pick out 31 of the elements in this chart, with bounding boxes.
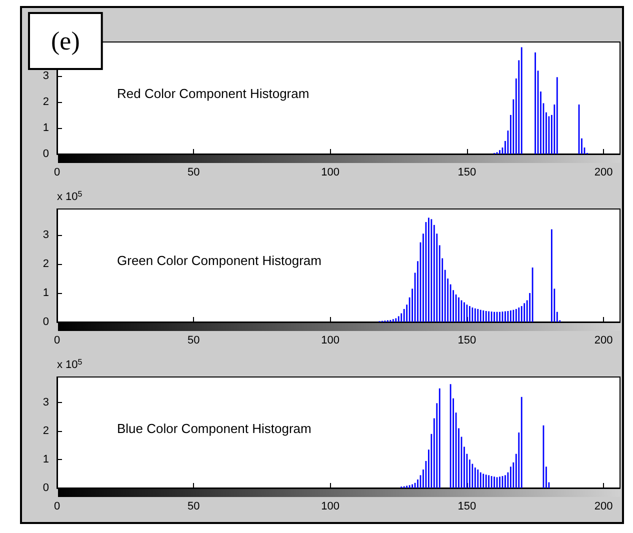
x-tick-label: 0 <box>54 166 60 178</box>
x-tick-label: 0 <box>54 500 60 512</box>
x-tick-label: 150 <box>458 500 476 512</box>
x-tick-label: 50 <box>188 166 200 178</box>
x-tick-label: 100 <box>321 334 340 346</box>
x-tick-label: 50 <box>188 334 200 346</box>
y-tick-label: 2 <box>42 425 49 438</box>
text: Blue Color Component Histogram <box>117 421 312 436</box>
y-tick-label: 1 <box>42 287 49 300</box>
y-tick-label: 3 <box>42 396 49 409</box>
x-tick-label: 200 <box>594 166 613 178</box>
y-tick-label: 3 <box>42 229 49 242</box>
y-tick-label: 2 <box>42 258 49 270</box>
y-tick-label: 3 <box>42 70 49 82</box>
x-tick-label: 200 <box>594 500 613 512</box>
x-tick-label: 150 <box>458 334 476 346</box>
y-tick-label: 0 <box>42 148 49 160</box>
x-tick-label: 100 <box>321 500 340 512</box>
y-tick-label: 0 <box>42 316 49 328</box>
annotation: (e) <box>51 26 80 56</box>
x-tick-label: 50 <box>188 500 200 512</box>
x-tick-label: 200 <box>594 334 613 346</box>
x-tick-label: 0 <box>54 334 60 346</box>
text: Red Color Component Histogram <box>117 86 310 101</box>
y-tick-label: 1 <box>42 454 49 466</box>
y-tick-label: 1 <box>42 122 49 134</box>
text: Green Color Component Histogram <box>117 253 322 268</box>
x-tick-label: 100 <box>321 166 340 178</box>
y-tick-label: 0 <box>42 482 49 494</box>
x-tick-label: 150 <box>458 166 476 178</box>
y-tick-label: 2 <box>42 96 49 108</box>
